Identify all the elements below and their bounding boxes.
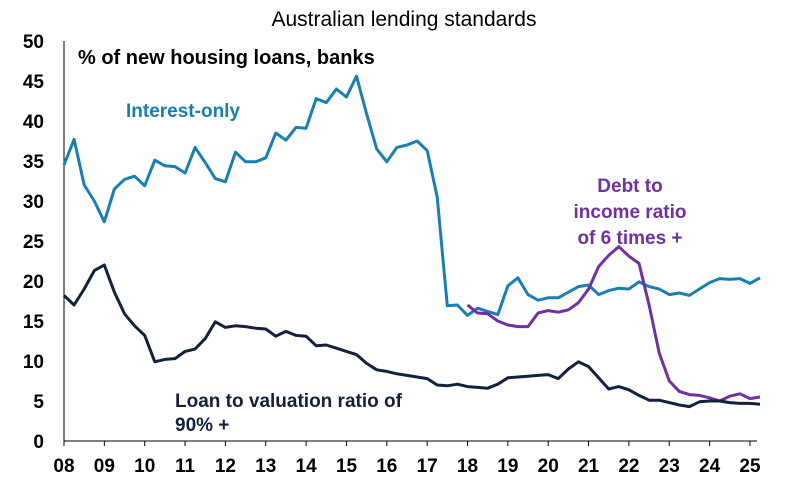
series-label-line: of 6 times + (577, 228, 682, 249)
series-label-line: income ratio (574, 202, 687, 223)
x-tick-label: 16 (376, 456, 397, 477)
series-label-interest-only: Interest-only (126, 101, 240, 122)
series-label-line: Interest-only (126, 101, 240, 122)
series-label-line: Loan to valuation ratio of (175, 391, 403, 412)
y-tick-label: 0 (33, 432, 44, 453)
x-tick-label: 17 (417, 456, 438, 477)
x-tick-label: 21 (578, 456, 600, 477)
x-tick-label: 11 (175, 456, 196, 477)
y-axis-ticks: 0 5 10 15 20 25 30 35 40 45 50 (23, 32, 45, 453)
y-tick-label: 15 (23, 312, 45, 333)
x-axis-ticks: 08 09 10 11 12 13 14 15 16 17 18 19 20 21 22 23 24 25 (53, 441, 761, 477)
series-label-loan-to-valuation: Loan to valuation ratio of 90% + (175, 391, 403, 436)
series-labels: Interest-only Debt to income ratio of 6 tim… (126, 101, 686, 436)
y-tick-label: 50 (23, 32, 44, 53)
x-tick-label: 20 (538, 456, 559, 477)
x-tick-label: 10 (134, 456, 155, 477)
x-tick-label: 25 (739, 456, 761, 477)
series-line-loan-to-valuation (62, 263, 761, 409)
y-tick-label: 10 (23, 352, 44, 373)
series-label-debt-to-income: Debt to income ratio of 6 times + (574, 176, 687, 249)
y-tick-label: 25 (23, 232, 45, 253)
y-tick-label: 20 (23, 272, 44, 293)
x-tick-label: 19 (497, 456, 518, 477)
x-tick-label: 18 (457, 456, 478, 477)
x-tick-label: 12 (215, 456, 236, 477)
series-label-line: Debt to (597, 176, 662, 197)
x-tick-label: 14 (296, 456, 318, 477)
y-tick-label: 40 (23, 112, 44, 133)
x-tick-label: 15 (336, 456, 358, 477)
x-tick-label: 24 (699, 456, 721, 477)
x-tick-label: 22 (618, 456, 639, 477)
series-label-line: 90% + (175, 415, 229, 436)
y-tick-label: 5 (33, 392, 44, 413)
y-tick-label: 35 (23, 152, 45, 173)
x-tick-label: 09 (94, 456, 115, 477)
series-line-debt-to-income (466, 245, 761, 403)
chart-title: Australian lending standards (271, 8, 536, 31)
x-tick-label: 23 (659, 456, 680, 477)
series-lines (62, 74, 761, 409)
x-tick-label: 08 (53, 456, 74, 477)
chart-subtitle: % of new housing loans, banks (78, 47, 375, 69)
axes (63, 41, 757, 442)
y-tick-label: 30 (23, 192, 44, 213)
x-tick-label: 13 (255, 456, 276, 477)
y-tick-label: 45 (23, 72, 45, 93)
